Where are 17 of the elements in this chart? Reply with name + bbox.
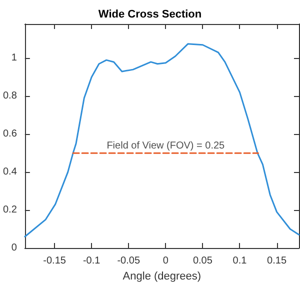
line-series xyxy=(24,43,300,238)
x-tick-label: -0.1 xyxy=(82,256,101,266)
x-tick-label: 0.1 xyxy=(232,256,248,266)
y-tick-label: 0.6 xyxy=(2,128,18,140)
y-tick-label: 0.4 xyxy=(2,166,18,178)
y-tick-label: 0.8 xyxy=(2,90,18,102)
x-tick-label: -0.15 xyxy=(43,256,66,266)
y-tick-label: 1 xyxy=(11,52,18,64)
x-tick-label: 0.05 xyxy=(192,256,213,266)
x-tick-label: -0.05 xyxy=(117,256,140,266)
annotation: Field of View (FOV) = 0.25 xyxy=(106,140,226,152)
x-axis-title: Angle (degrees) xyxy=(122,270,202,282)
x-tick-label: 0 xyxy=(162,256,169,266)
x-tick-label: 0.15 xyxy=(267,256,287,266)
y-tick-label: 0 xyxy=(11,242,18,254)
y-tick-label: 0.2 xyxy=(2,204,18,216)
chart-title: Wide Cross Section xyxy=(98,8,202,20)
